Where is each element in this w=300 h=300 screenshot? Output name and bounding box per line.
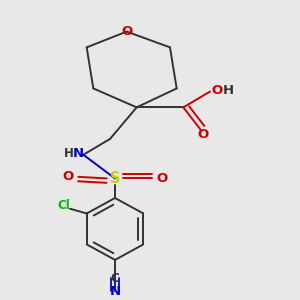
Text: O: O — [211, 83, 222, 97]
Text: O: O — [63, 170, 74, 183]
Text: O: O — [121, 25, 132, 38]
Text: N: N — [73, 147, 84, 160]
Text: H: H — [223, 83, 234, 97]
Text: S: S — [110, 171, 120, 186]
Text: Cl: Cl — [57, 199, 70, 212]
Text: N: N — [110, 285, 121, 298]
Text: C: C — [111, 272, 119, 285]
Text: O: O — [156, 172, 167, 185]
Text: H: H — [63, 147, 73, 160]
Text: O: O — [198, 128, 209, 141]
